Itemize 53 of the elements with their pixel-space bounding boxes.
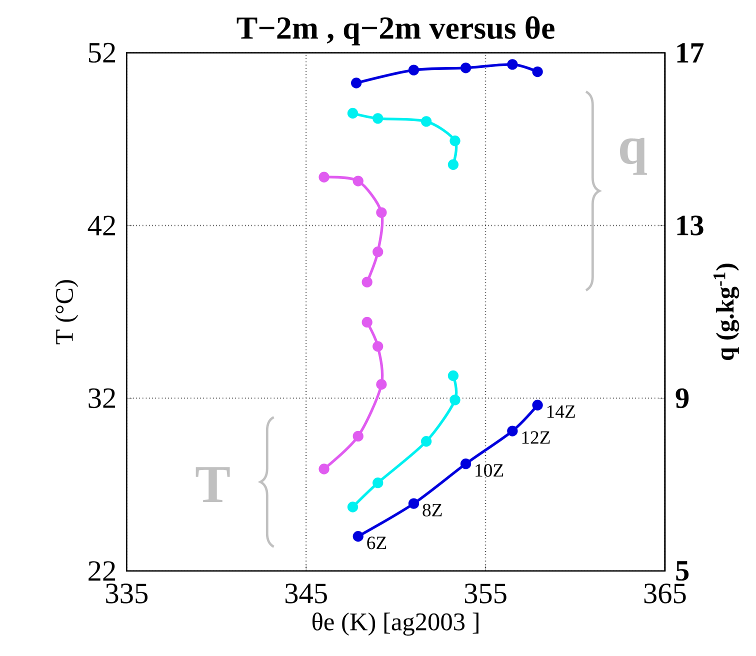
point (507, 426, 518, 436)
point (408, 498, 420, 509)
annotation: 12Z (522, 431, 550, 444)
x-axis-title: θe (K) [ag2003 ] (312, 612, 478, 636)
point (372, 478, 384, 488)
annotation: 10Z (476, 464, 504, 477)
y-tick-label: 52 (89, 42, 116, 63)
point (362, 276, 372, 288)
point (460, 458, 472, 470)
point (376, 379, 387, 390)
y-tick-label: 22 (88, 561, 116, 581)
annotation: 14Z (547, 405, 575, 418)
y2-tick-label: 5 (676, 561, 689, 581)
annotation: q (620, 138, 647, 175)
point (352, 531, 364, 542)
point (352, 176, 364, 186)
point (460, 62, 472, 74)
point (450, 394, 460, 406)
y-tick-label: 32 (88, 388, 116, 408)
point (450, 136, 460, 146)
y-axis-title: T (°C) (55, 280, 78, 344)
point (376, 207, 387, 218)
x-tick-label: 355 (464, 584, 506, 604)
point (532, 400, 543, 410)
point (448, 159, 459, 170)
y2-tick-label: 17 (677, 43, 704, 62)
annotation: 6Z (367, 536, 386, 550)
point (372, 246, 384, 258)
annotation: 8Z (422, 504, 442, 516)
point (318, 464, 330, 474)
y2-tick-label: 13 (677, 216, 704, 236)
point (420, 116, 432, 127)
point (532, 66, 543, 78)
point (352, 430, 364, 442)
point (318, 172, 330, 182)
annotation: T (196, 467, 230, 502)
point (420, 436, 432, 447)
point (448, 370, 459, 382)
y2-tick-label: 9 (676, 388, 689, 408)
point (408, 64, 420, 76)
y2-axis-title: q (g.kg$^{-1}$) (713, 264, 740, 360)
point (372, 113, 384, 124)
point (362, 316, 372, 328)
x-tick-label: 365 (644, 584, 686, 604)
point (347, 502, 358, 512)
x-tick-label: 335 (106, 584, 148, 604)
point (351, 78, 362, 88)
y-tick-label: 42 (88, 216, 116, 236)
point (507, 59, 518, 70)
x-tick-label: 345 (285, 584, 327, 604)
point (347, 108, 358, 119)
point (372, 341, 384, 352)
chart-title: T−2m , q−2m versus θe (236, 16, 554, 46)
